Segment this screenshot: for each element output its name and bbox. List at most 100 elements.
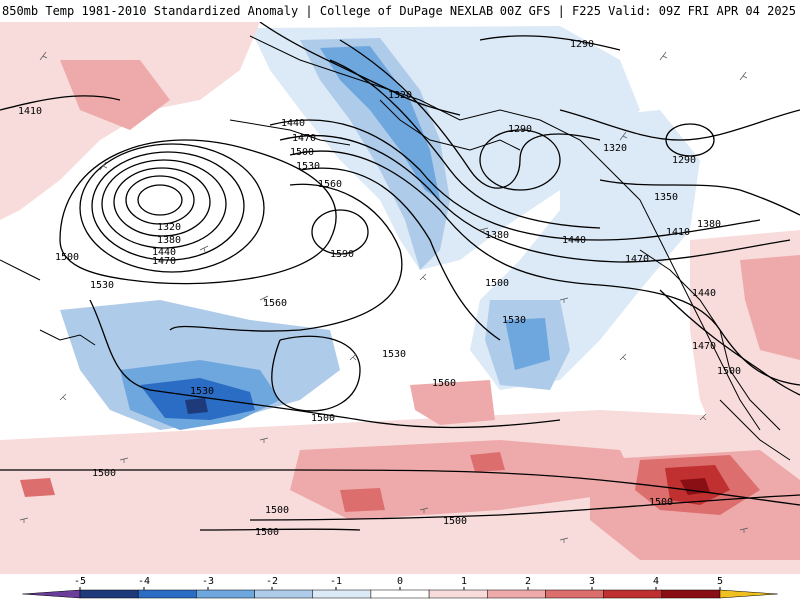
- contour-1530: [299, 167, 501, 341]
- wind-barbs: [19, 51, 749, 543]
- coast-east-asia: [0, 259, 41, 281]
- height-label-1470-coast: 1470: [625, 254, 649, 265]
- negative-anomaly-west-peak: [185, 398, 208, 414]
- wind-barb: [699, 413, 707, 421]
- height-label-1530-west: 1530: [90, 280, 114, 291]
- model-run-info: 00Z GFS | F225 Valid: 09Z FRI APR 04 202…: [499, 4, 796, 18]
- wind-barb: [419, 507, 429, 513]
- colorbar-tick-label: 3: [589, 576, 595, 587]
- height-label-1560-ridge: 1560: [318, 179, 342, 190]
- height-label-1530-sw: 1530: [190, 386, 214, 397]
- height-label-1350-east: 1350: [654, 192, 678, 203]
- height-label-1440-low: 1440: [281, 118, 305, 129]
- wind-barb: [199, 245, 209, 253]
- height-label-1440-low-s: 1440: [152, 247, 176, 258]
- height-label-1410-east: 1410: [666, 227, 690, 238]
- colorbar-tick-label: 0: [397, 576, 403, 587]
- height-label-1500-south-c: 1500: [443, 516, 467, 527]
- positive-anomaly-northwest-core: [60, 60, 170, 130]
- wind-barb: [559, 537, 569, 543]
- contour-1500-south-b: [199, 528, 361, 531]
- height-label-1440-trough: 1440: [562, 235, 586, 246]
- contour-1290-east: [665, 123, 715, 157]
- colorbar-swatch: [545, 589, 604, 599]
- colorbar-tick-label: -1: [330, 576, 342, 587]
- colorbar-tick-label: -3: [202, 576, 214, 587]
- height-label-1530-mid: 1530: [502, 315, 526, 326]
- height-label-1500-low: 1500: [290, 147, 314, 158]
- colorbar-tick-label: 5: [717, 576, 723, 587]
- colorbar-tick-label: 4: [653, 576, 659, 587]
- contour-low-1470: [79, 143, 265, 273]
- contour-low-1350: [125, 175, 195, 225]
- contour-1290-north: [479, 35, 621, 51]
- colorbar-bar: [22, 589, 778, 599]
- height-label-1470-low-s: 1470: [152, 256, 176, 267]
- wind-barb: [99, 161, 108, 171]
- negative-anomaly-trough-core: [320, 46, 440, 200]
- map-panel: 1290 1320 1290 1410 1440 1470 1500 1530 …: [0, 22, 800, 574]
- positive-anomaly-southeast-max: [680, 478, 710, 495]
- colorbar-swatch: [312, 589, 372, 599]
- height-label-1500-coast: 1500: [717, 366, 741, 377]
- height-label-1380-low: 1380: [157, 235, 181, 246]
- contour-low-1500: [59, 139, 337, 285]
- height-contours: [0, 22, 800, 531]
- height-label-1530-east: 1530: [382, 349, 406, 360]
- contour-1290-alaska: [479, 129, 561, 191]
- height-label-1320-north: 1320: [388, 90, 412, 101]
- height-label-1320-low-center: 1320: [157, 222, 181, 233]
- wind-barb: [259, 437, 269, 443]
- coast-bering: [379, 99, 521, 151]
- colorbar-tick-label: -4: [138, 576, 150, 587]
- wind-barb: [59, 393, 67, 401]
- positive-anomaly-south-c: [20, 478, 55, 497]
- contour-1470: [279, 134, 791, 263]
- wind-barb: [739, 71, 748, 81]
- height-label-1290-east: 1290: [672, 155, 696, 166]
- height-label-1440-coast: 1440: [692, 288, 716, 299]
- height-label-1500-far-west: 1500: [92, 468, 116, 479]
- height-label-1590-high: 1590: [330, 249, 354, 260]
- colorbar-swatch: [137, 589, 197, 599]
- coast-aleutians: [229, 119, 351, 146]
- colorbar-swatch: [254, 589, 313, 599]
- map-title: 850mb Temp 1981-2010 Standardized Anomal…: [2, 4, 494, 18]
- height-label-1560-mid: 1560: [263, 298, 287, 309]
- positive-anomaly-east-core: [740, 255, 800, 360]
- contour-label-layer: 1290 1320 1290 1410 1440 1470 1500 1530 …: [18, 39, 741, 538]
- height-label-1500-sw: 1500: [311, 413, 335, 424]
- wind-barb: [479, 227, 489, 233]
- contour-1410-west: [0, 95, 121, 111]
- height-label-1500-south-b: 1500: [255, 527, 279, 538]
- height-label-1380-trough: 1380: [485, 230, 509, 241]
- height-label-1380-east: 1380: [697, 219, 721, 230]
- contour-1320-north: [259, 22, 461, 116]
- contour-1530-southwest: [89, 299, 561, 429]
- colorbar-tick-label: -5: [74, 576, 86, 587]
- height-label-1320-east: 1320: [603, 143, 627, 154]
- colorbar-extend-high: [719, 589, 778, 599]
- height-label-1500-trough: 1500: [485, 278, 509, 289]
- colorbar-tick-label: 1: [461, 576, 467, 587]
- contour-1320-east: [559, 109, 800, 141]
- negative-anomaly-trough: [300, 38, 450, 270]
- wind-barb: [39, 51, 48, 61]
- colorbar-swatch: [603, 589, 663, 599]
- contour-1500-southwest: [271, 335, 361, 412]
- height-label-1290-ne: 1290: [570, 39, 594, 50]
- colorbar-swatch: [428, 589, 488, 599]
- wind-barb: [419, 273, 427, 281]
- anomaly-shading: [0, 22, 800, 574]
- positive-anomaly-mid: [410, 380, 495, 425]
- wind-barb: [119, 457, 129, 463]
- contour-1350-east: [599, 179, 800, 216]
- contour-low-1380: [113, 167, 211, 237]
- map-svg: 1290 1320 1290 1410 1440 1470 1500 1530 …: [0, 22, 800, 574]
- height-label-1530-low: 1530: [296, 161, 320, 172]
- contour-1440: [269, 119, 761, 241]
- height-label-1500-se: 1500: [649, 497, 673, 508]
- colorbar-swatch: [79, 589, 139, 599]
- colorbar-swatch: [487, 589, 546, 599]
- coast-mexico: [719, 399, 791, 461]
